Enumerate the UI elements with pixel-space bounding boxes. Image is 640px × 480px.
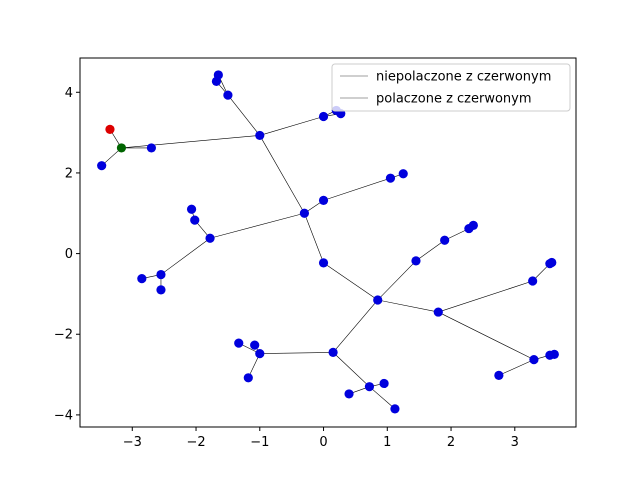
nodes-layer bbox=[97, 70, 559, 414]
node-point bbox=[318, 195, 329, 205]
node-point bbox=[186, 204, 197, 214]
y-tick-label: 4 bbox=[65, 86, 73, 101]
edge-A-M bbox=[227, 94, 261, 136]
node-point bbox=[373, 295, 383, 305]
green-node-point bbox=[116, 143, 127, 153]
node-point bbox=[146, 143, 157, 153]
node-point bbox=[137, 273, 147, 284]
edge-D-F bbox=[377, 299, 439, 313]
x-tick-label: 0 bbox=[319, 435, 327, 450]
node-point bbox=[494, 370, 504, 380]
x-tick-label: 1 bbox=[383, 435, 391, 450]
node-point bbox=[468, 220, 478, 230]
edge-G-AB bbox=[415, 240, 445, 262]
edge-B-V bbox=[209, 212, 305, 239]
node-point bbox=[547, 257, 557, 268]
y-tick-label: −4 bbox=[54, 408, 73, 423]
node-point bbox=[211, 76, 222, 86]
node-point bbox=[549, 349, 559, 360]
edge-E-AK bbox=[259, 352, 334, 354]
node-point bbox=[318, 111, 329, 122]
node-point bbox=[344, 389, 354, 399]
edge-D-G bbox=[377, 260, 417, 301]
edge-A-P bbox=[259, 116, 324, 136]
edge-S-T bbox=[323, 177, 391, 201]
node-point bbox=[190, 215, 200, 225]
node-point bbox=[255, 349, 265, 359]
node-point bbox=[390, 404, 400, 414]
edge-AO-AR bbox=[369, 386, 396, 410]
node-point bbox=[205, 233, 215, 243]
node-point bbox=[97, 161, 107, 171]
legend-label-polaczone: polaczone z czerwonym bbox=[376, 92, 532, 107]
edge-I-A bbox=[121, 135, 260, 149]
edge-F-H bbox=[438, 311, 535, 360]
y-tick-label: 2 bbox=[65, 166, 73, 181]
node-point bbox=[250, 340, 260, 350]
edge-F-AE bbox=[438, 280, 533, 313]
x-tick-label: 2 bbox=[447, 435, 455, 450]
y-tick-label: 0 bbox=[65, 247, 73, 262]
legend-label-niepolaczone: niepolaczone z czerwonym bbox=[376, 70, 551, 85]
edge-A-B bbox=[259, 135, 305, 214]
legend: niepolaczone z czerwonym polaczone z cze… bbox=[331, 63, 571, 112]
x-axis: −3 −2 −1 0 1 2 3 bbox=[123, 427, 519, 450]
node-point bbox=[379, 378, 389, 389]
node-point bbox=[156, 285, 166, 295]
node-point bbox=[364, 382, 375, 392]
node-point bbox=[243, 373, 253, 383]
y-tick-label: −2 bbox=[54, 328, 73, 343]
x-tick-label: −1 bbox=[250, 435, 269, 450]
edge-C-D bbox=[323, 262, 378, 301]
node-point bbox=[255, 130, 265, 141]
red-node-point bbox=[105, 124, 115, 134]
node-point bbox=[385, 173, 396, 183]
legend-box bbox=[331, 63, 571, 112]
node-point bbox=[318, 258, 329, 268]
node-point bbox=[299, 208, 310, 218]
node-point bbox=[156, 269, 166, 280]
axes-frame bbox=[79, 57, 577, 428]
y-axis: −4 −2 0 2 4 bbox=[54, 86, 80, 423]
node-point bbox=[433, 307, 443, 317]
node-point bbox=[223, 90, 233, 100]
node-point bbox=[328, 347, 338, 357]
x-tick-label: 3 bbox=[511, 435, 519, 450]
x-tick-label: −3 bbox=[123, 435, 142, 450]
edge-D-E bbox=[332, 299, 378, 353]
node-point bbox=[411, 256, 421, 266]
node-point bbox=[528, 276, 538, 286]
edge-V-Y bbox=[160, 238, 211, 275]
node-point bbox=[529, 355, 539, 365]
node-point bbox=[398, 169, 408, 179]
node-point bbox=[440, 235, 450, 245]
edge-B-C bbox=[304, 213, 324, 263]
x-tick-label: −2 bbox=[186, 435, 205, 450]
edge-E-AO bbox=[332, 352, 370, 387]
node-point bbox=[234, 338, 244, 348]
edge-H-AJ bbox=[498, 359, 535, 376]
